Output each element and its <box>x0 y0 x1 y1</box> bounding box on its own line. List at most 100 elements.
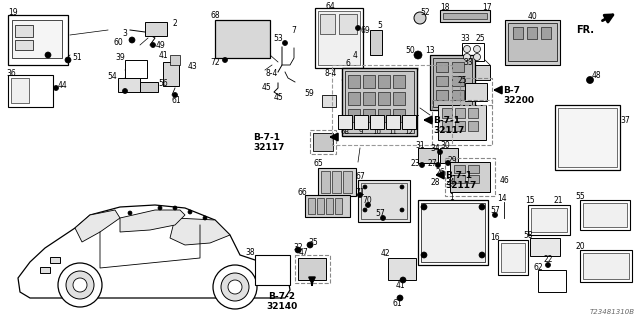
Bar <box>436 76 448 86</box>
Bar <box>348 92 360 105</box>
Text: 21: 21 <box>553 196 563 204</box>
Text: 56: 56 <box>158 78 168 87</box>
Bar <box>454 165 465 173</box>
Text: 8-4: 8-4 <box>266 68 278 77</box>
Circle shape <box>122 89 127 93</box>
Circle shape <box>73 278 87 292</box>
Bar <box>255 262 265 268</box>
Text: T23481310B: T23481310B <box>590 309 635 315</box>
Text: 52: 52 <box>420 7 430 17</box>
Bar <box>322 95 336 107</box>
Text: 19: 19 <box>8 7 18 17</box>
Bar <box>558 108 617 167</box>
Circle shape <box>228 280 242 294</box>
Text: 40: 40 <box>528 12 538 20</box>
Bar <box>163 62 179 86</box>
Circle shape <box>545 262 550 268</box>
Text: 65: 65 <box>313 158 323 167</box>
Bar <box>436 90 448 100</box>
Bar <box>125 60 147 78</box>
Bar <box>363 109 375 122</box>
Circle shape <box>438 149 442 155</box>
Bar <box>140 82 158 92</box>
Bar <box>468 121 478 131</box>
Bar <box>326 198 333 214</box>
Bar <box>468 175 479 183</box>
Bar <box>370 30 382 55</box>
Text: 47: 47 <box>298 247 308 257</box>
Circle shape <box>129 37 135 43</box>
Text: 4: 4 <box>353 51 357 60</box>
Circle shape <box>363 208 367 212</box>
Circle shape <box>150 43 156 47</box>
Text: FR.: FR. <box>576 25 594 35</box>
Bar <box>583 253 629 279</box>
Circle shape <box>365 203 371 207</box>
Bar <box>8 15 68 65</box>
Bar <box>455 108 465 118</box>
Bar <box>50 257 60 263</box>
Circle shape <box>397 295 403 301</box>
Text: 54: 54 <box>107 71 117 81</box>
Bar <box>460 78 492 105</box>
Circle shape <box>474 45 481 52</box>
Text: 36: 36 <box>6 68 16 77</box>
Circle shape <box>421 204 427 210</box>
Circle shape <box>355 26 360 30</box>
Text: 33: 33 <box>460 34 470 43</box>
Bar <box>440 148 458 163</box>
Polygon shape <box>18 205 290 298</box>
Bar <box>318 11 360 65</box>
Text: 45: 45 <box>261 83 271 92</box>
Text: 14: 14 <box>497 194 507 203</box>
Text: 20: 20 <box>575 242 585 251</box>
Circle shape <box>173 206 177 210</box>
Text: 3: 3 <box>123 28 127 37</box>
Bar <box>468 108 478 118</box>
Bar <box>8 75 53 107</box>
Circle shape <box>307 242 313 248</box>
Bar <box>386 115 400 129</box>
Bar <box>452 90 464 100</box>
Bar <box>342 68 417 136</box>
Text: 61: 61 <box>171 95 181 105</box>
Circle shape <box>381 215 385 220</box>
Bar <box>454 175 465 183</box>
Bar <box>445 158 495 196</box>
Text: 60: 60 <box>113 37 123 46</box>
Bar <box>348 109 360 122</box>
Text: 72: 72 <box>210 58 220 67</box>
Circle shape <box>479 204 485 210</box>
Text: 11: 11 <box>388 129 397 135</box>
Text: 10: 10 <box>372 129 381 135</box>
Circle shape <box>223 58 227 62</box>
Bar <box>393 92 405 105</box>
Bar <box>418 148 438 163</box>
Bar <box>527 27 537 39</box>
Circle shape <box>586 76 593 84</box>
Text: 63: 63 <box>340 129 349 135</box>
Bar <box>310 130 336 154</box>
Circle shape <box>474 53 481 60</box>
Circle shape <box>421 252 427 258</box>
Circle shape <box>54 85 58 91</box>
Bar <box>432 100 492 145</box>
Text: 24: 24 <box>445 178 455 187</box>
Bar <box>430 55 475 110</box>
Text: 71: 71 <box>355 188 365 196</box>
Bar <box>443 13 487 19</box>
Bar <box>40 267 50 273</box>
Bar <box>393 75 405 88</box>
Bar <box>513 27 523 39</box>
Circle shape <box>400 208 404 212</box>
Text: 46: 46 <box>500 175 509 185</box>
Text: 2: 2 <box>173 19 177 28</box>
Bar <box>508 23 557 61</box>
Text: 53: 53 <box>273 34 283 43</box>
Bar <box>583 203 627 227</box>
Text: 6: 6 <box>346 59 351 68</box>
Text: 7: 7 <box>292 26 296 35</box>
Circle shape <box>358 193 362 197</box>
Circle shape <box>66 271 94 299</box>
Circle shape <box>414 51 422 59</box>
